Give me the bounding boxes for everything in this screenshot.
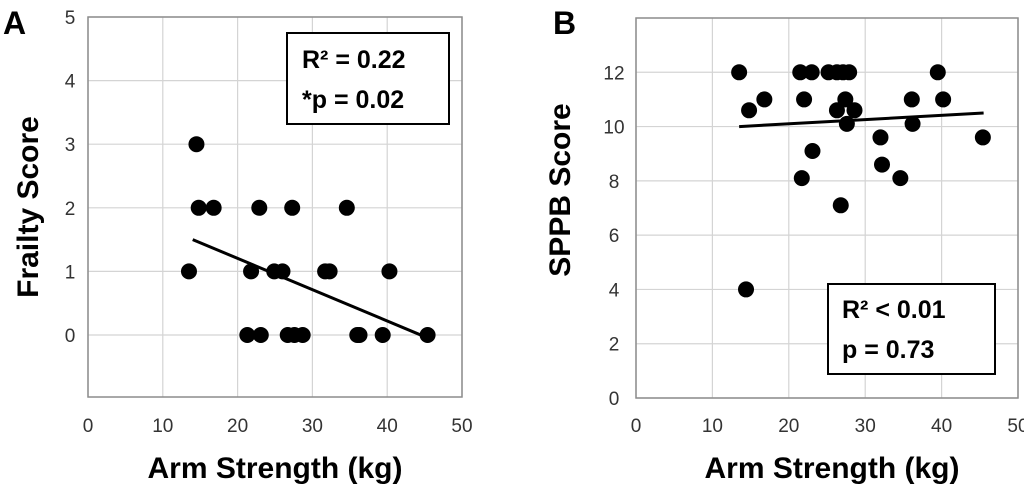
panel-b-data-point (974, 129, 991, 146)
panel-a-x-tick-label: 20 (227, 416, 248, 437)
panel-a-data-point (190, 199, 207, 216)
panel-b-x-tick-label: 10 (702, 416, 723, 437)
panel-b-x-tick-label: 0 (631, 416, 642, 437)
panel-b-data-point (804, 143, 821, 159)
panel-b-data-point (874, 156, 891, 173)
panel-a-x-tick-label: 30 (302, 416, 323, 437)
panel-b-y-tick-label: 8 (609, 172, 620, 193)
panel-a-data-point (252, 327, 269, 343)
panel-a-x-ticks: 0 10 20 30 40 50 (83, 416, 473, 437)
panel-b-data-point (741, 102, 758, 119)
panel-b-data-point (793, 170, 810, 187)
panel-b-x-tick-label: 40 (931, 416, 952, 437)
panel-a-data-point (294, 327, 311, 343)
panel-b-data-point (792, 64, 809, 81)
panel-b-y-axis-title: SPPB Score (544, 103, 577, 276)
panel-a-points (180, 136, 436, 343)
panel-b-data-point (903, 91, 920, 108)
panel-a-y-axis-title: Frailty Score (12, 116, 45, 298)
panel-a-data-point (251, 199, 268, 216)
panel-a-data-point (243, 263, 260, 280)
panel-b-data-point (935, 91, 952, 108)
panel-b-points (731, 64, 991, 298)
panel-a-r-squared: R² = 0.22 (302, 46, 406, 74)
panel-b-label: B (553, 5, 576, 41)
panel-a-x-tick-label: 50 (451, 416, 472, 437)
panel-a-data-point (419, 327, 436, 343)
panel-b-data-point (832, 197, 849, 214)
panel-a-x-tick-label: 10 (152, 416, 173, 437)
panel-b-data-point (846, 102, 863, 119)
panel-b-y-tick-label: 12 (603, 63, 624, 84)
panel-b-data-point (731, 64, 748, 81)
panel-b-y-tick-label: 6 (609, 226, 620, 247)
panel-a-x-tick-label: 40 (377, 416, 398, 437)
panel-b-data-point (929, 64, 946, 81)
panel-a-data-point (188, 136, 205, 153)
panel-b-data-point (838, 115, 855, 132)
panel-a-data-point (239, 327, 256, 343)
panel-a-y-tick-label: 2 (65, 199, 76, 220)
panel-b-sppb-chart: B 0 10 20 30 40 50 0 2 4 6 8 10 12 Arm Strength (kg… (544, 5, 1024, 485)
panel-a-y-tick-label: 3 (65, 135, 76, 156)
panel-b-x-tick-label: 20 (778, 416, 799, 437)
panel-b-trendline (739, 111, 984, 129)
panel-b-data-point (803, 64, 820, 81)
panel-b-data-point (837, 91, 854, 108)
panel-b-stat-frame (827, 283, 996, 375)
panel-a-stat-frame (286, 32, 450, 125)
panel-b-y-tick-label: 2 (609, 335, 620, 356)
panel-b-y-tick-label: 0 (609, 389, 620, 410)
panel-a-p-value: *p = 0.02 (302, 86, 404, 114)
panel-b-data-point (796, 91, 813, 108)
panel-b-r-squared: R² < 0.01 (842, 296, 946, 324)
panel-b-data-point (872, 129, 889, 146)
panel-a-y-tick-label: 1 (65, 262, 76, 283)
panel-b-y-ticks: 0 2 4 6 8 10 12 (603, 63, 624, 410)
panel-a-x-tick-label: 0 (83, 416, 94, 437)
panel-a-x-axis-title: Arm Strength (kg) (148, 452, 403, 485)
panel-a-data-point (321, 263, 338, 280)
panel-b-data-point (828, 102, 845, 119)
panel-b-data-point (841, 64, 858, 81)
panel-a-data-point (381, 263, 398, 280)
panel-a-trendline (192, 238, 429, 340)
panel-a-data-point (351, 327, 368, 343)
panel-b-y-tick-label: 10 (603, 118, 624, 139)
panel-a-y-tick-label: 0 (65, 326, 76, 347)
panel-a-y-ticks: 0 1 2 3 4 5 (65, 8, 76, 347)
panel-b-y-tick-label: 4 (609, 280, 620, 301)
panel-a-data-point (205, 199, 222, 216)
panel-a-y-tick-label: 5 (65, 8, 76, 29)
panel-b-plot-frame (635, 17, 1019, 399)
panel-a-y-tick-label: 4 (65, 72, 76, 93)
panel-a-label: A (3, 5, 26, 41)
panel-b-data-point (756, 91, 773, 108)
panel-b-x-tick-label: 50 (1007, 416, 1024, 437)
panel-b-x-ticks: 0 10 20 30 40 50 (631, 416, 1024, 437)
panel-a-plot-frame (87, 16, 463, 398)
panel-a-stat-box: R² = 0.22 *p = 0.02 (286, 32, 450, 125)
panel-b-x-axis-title: Arm Strength (kg) (705, 452, 960, 485)
panel-a-data-point (274, 263, 291, 280)
panel-a-data-point (180, 263, 197, 280)
panel-b-data-point (738, 281, 755, 298)
panel-b-stat-box: R² < 0.01 p = 0.73 (827, 283, 996, 375)
panel-b-x-tick-label: 30 (855, 416, 876, 437)
panel-a-data-point (338, 199, 355, 216)
panel-a-data-point (374, 327, 391, 343)
panel-a-frailty-chart: A 0 10 20 30 40 50 0 1 2 3 4 5 Arm Strength (kg) F… (3, 5, 473, 485)
panel-b-data-point (904, 115, 921, 132)
panel-b-p-value: p = 0.73 (842, 336, 934, 364)
panel-a-data-point (284, 199, 301, 216)
panel-b-data-point (892, 170, 909, 187)
